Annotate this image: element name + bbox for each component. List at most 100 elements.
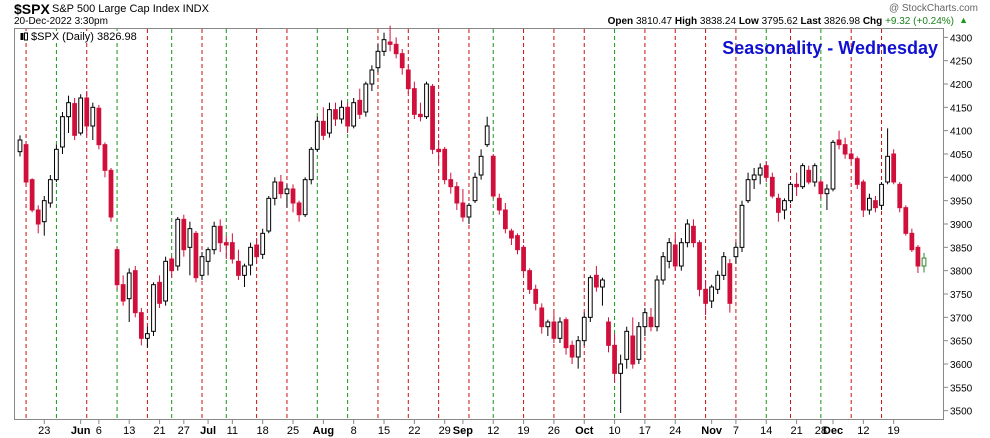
x-tick-label: Aug: [313, 425, 334, 437]
y-tick-label: 4200: [950, 80, 973, 91]
chart-header: $SPX S&P 500 Large Cap Index INDX 20-Dec…: [0, 0, 990, 28]
candle-down: [114, 249, 120, 286]
candle-up: [272, 181, 278, 199]
candle-down: [769, 176, 775, 197]
x-tick-label: 19: [888, 425, 900, 437]
candle-up: [800, 165, 806, 188]
candle-up: [867, 197, 872, 211]
candle-up: [709, 286, 715, 302]
candle-down: [454, 186, 460, 204]
candle-down: [569, 344, 575, 358]
last-value: 3826.98: [823, 16, 861, 27]
symbol-label: $SPX: [14, 1, 50, 17]
candle-up: [545, 321, 551, 328]
candle-up: [830, 141, 836, 190]
candle-down: [138, 312, 144, 339]
candle-up: [151, 284, 156, 332]
candle-down: [193, 232, 199, 279]
candle-down: [776, 197, 781, 213]
x-tick-label: 28: [815, 425, 827, 437]
candle-up: [824, 188, 830, 195]
x-tick-label: 11: [227, 425, 238, 437]
candle-up: [685, 223, 690, 244]
candle-up: [921, 257, 927, 267]
candle-up: [618, 363, 624, 374]
candle-down: [697, 242, 702, 290]
candle-down: [703, 288, 708, 304]
candle-down: [794, 183, 799, 188]
candle-up: [812, 165, 818, 183]
candle-down: [915, 246, 921, 267]
x-tick-label: 8: [351, 425, 357, 437]
x-tick-label: Dec: [823, 425, 843, 437]
candle-up: [187, 228, 193, 248]
candle-up: [788, 183, 793, 202]
up-triangle-icon: ▲: [959, 15, 968, 25]
candle-up: [199, 256, 205, 276]
x-tick-label: 23: [38, 425, 50, 437]
x-tick-label: Nov: [701, 425, 723, 437]
candle-down: [606, 321, 611, 346]
candle-up: [90, 106, 96, 127]
candle-down: [515, 235, 520, 251]
candle-down: [648, 316, 654, 328]
candle-down: [612, 344, 617, 374]
ohlc-readout: Open 3810.47 High 3838.24 Low 3795.62 La…: [608, 16, 954, 27]
high-label: High: [674, 16, 698, 27]
legend-label: $SPX (Daily) 3826.98: [31, 31, 137, 43]
y-tick-label: 3650: [950, 337, 973, 348]
candle-up: [636, 326, 642, 360]
candle-up: [642, 312, 648, 328]
candle-down: [157, 281, 162, 304]
low-value: 3795.62: [761, 16, 798, 27]
x-tick-label: Sep: [453, 425, 473, 437]
candle-up: [381, 39, 387, 52]
y-tick-label: 3900: [950, 220, 973, 231]
open-value: 3810.47: [635, 16, 673, 27]
candle-up: [242, 265, 247, 276]
candle-up: [751, 174, 757, 181]
candle-down: [909, 232, 915, 251]
candle-down: [29, 179, 35, 211]
candle-up: [302, 179, 308, 216]
candle-up: [175, 218, 181, 267]
candle-down: [539, 307, 545, 328]
symbol-name: S&P 500 Large Cap Index INDX: [52, 3, 209, 15]
candle-up: [66, 102, 71, 118]
candle-legend-icon: [20, 32, 28, 41]
candle-down: [254, 244, 259, 258]
candle-down: [563, 319, 569, 349]
plot-area[interactable]: [14, 28, 944, 420]
candle-up: [60, 116, 65, 148]
candle-up: [624, 330, 630, 360]
candle-up: [721, 256, 727, 276]
candle-up: [757, 167, 763, 176]
candle-up: [466, 204, 472, 218]
x-tick-label: 29: [439, 425, 451, 437]
candle-up: [339, 106, 344, 120]
x-tick-label: 19: [517, 425, 529, 437]
candle-down: [217, 225, 223, 244]
candle-up: [733, 246, 739, 258]
candle-down: [903, 207, 909, 234]
source-credit[interactable]: @ StockCharts.com: [888, 3, 978, 14]
candle-up: [284, 188, 290, 195]
candle-down: [836, 139, 842, 146]
y-tick-label: 3550: [950, 383, 973, 394]
candle-up: [879, 183, 884, 206]
candle-down: [96, 107, 102, 146]
candle-down: [357, 99, 363, 115]
candle-down: [72, 103, 77, 136]
candle-down: [551, 321, 557, 339]
chart-legend: $SPX (Daily) 3826.98: [18, 31, 139, 43]
candle-up: [600, 279, 605, 288]
candle-down: [181, 218, 187, 251]
x-tick-label: Oct: [575, 425, 594, 437]
candle-down: [691, 225, 696, 244]
x-tick-label: 24: [669, 425, 681, 437]
candle-down: [521, 246, 526, 272]
candle-down: [223, 242, 229, 246]
x-tick-label: 25: [287, 425, 299, 437]
candle-down: [848, 153, 854, 160]
